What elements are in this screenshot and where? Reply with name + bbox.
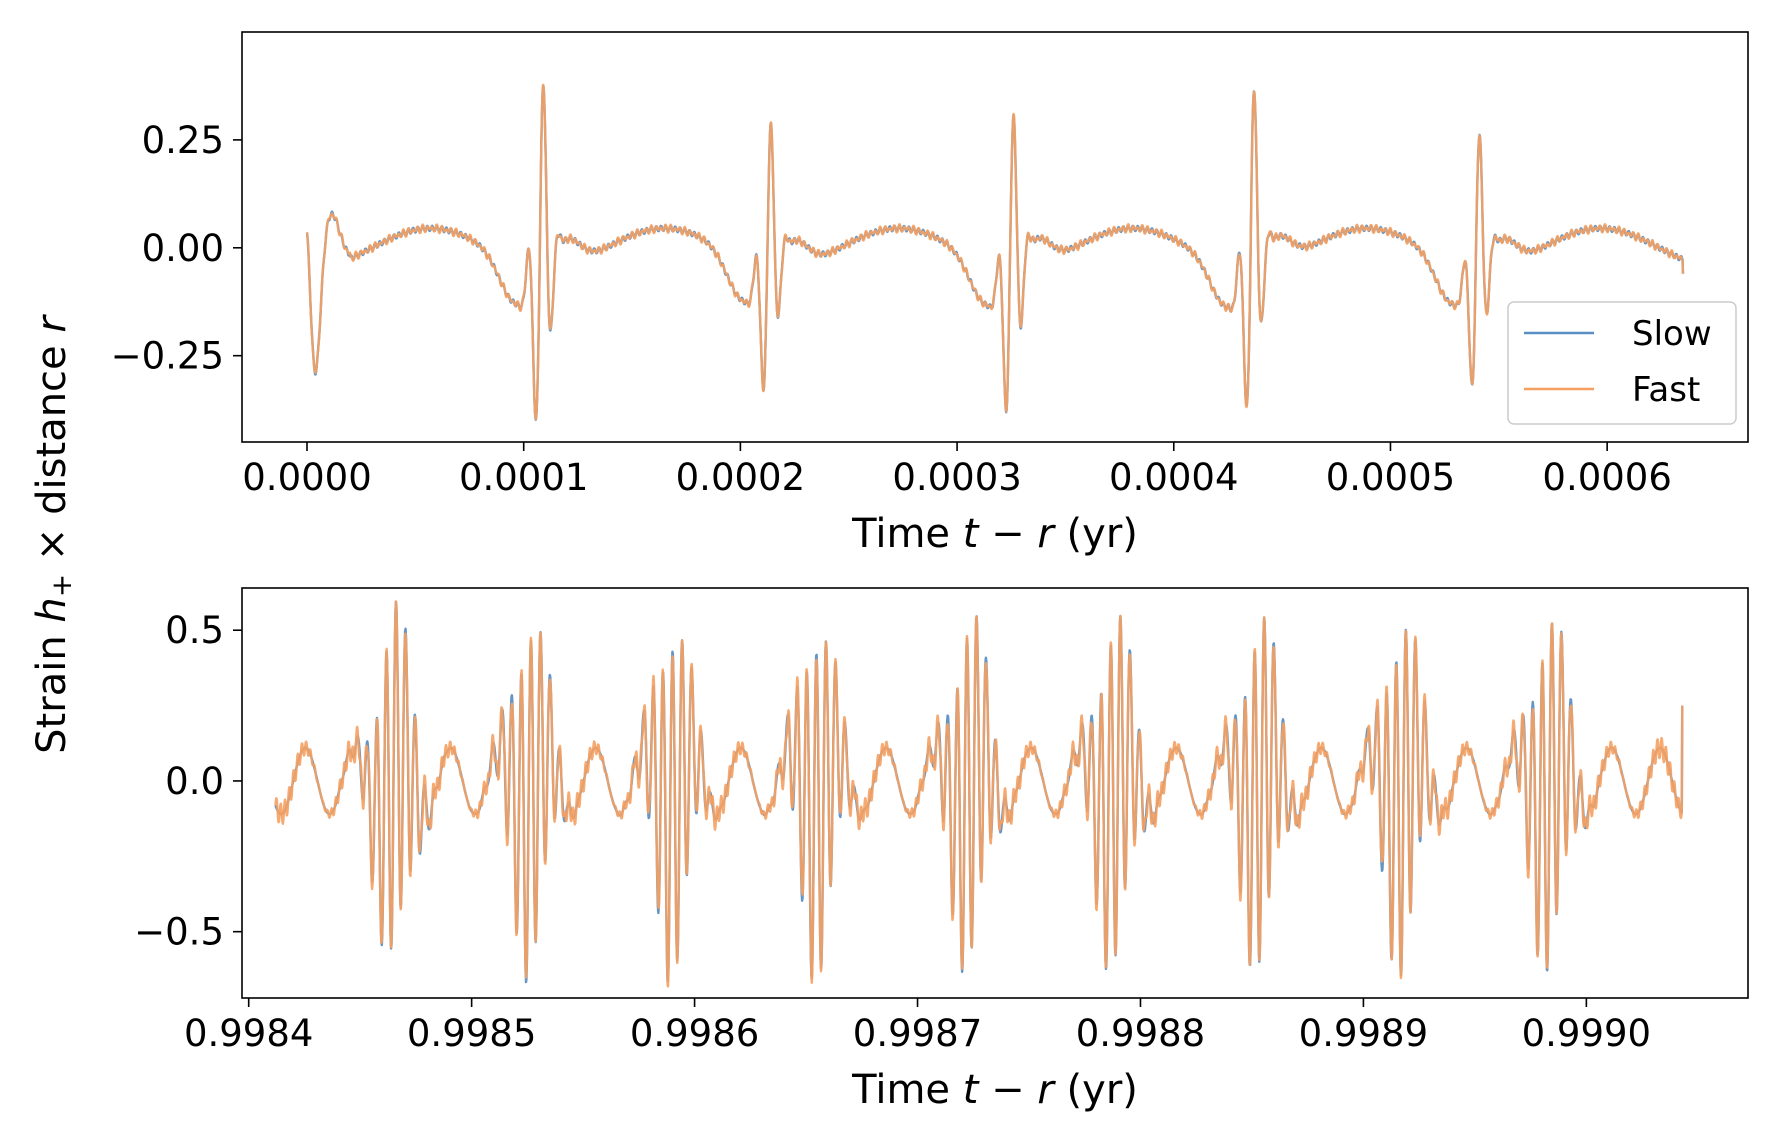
top-xtick-label: 0.0002 bbox=[676, 456, 805, 499]
top-ytick-label: 0.25 bbox=[142, 119, 224, 162]
bottom-ytick-label: −0.5 bbox=[134, 911, 224, 954]
top-ticks-group: 0.0000 0.0001 0.0002 0.0003 0.0004 0.0005 0.00… bbox=[111, 119, 1672, 499]
shared-ylabel: Strain h+ × distance r bbox=[29, 314, 78, 754]
bottom-ytick-label: 0.5 bbox=[165, 609, 224, 652]
top-xtick-label: 0.0001 bbox=[459, 456, 588, 499]
bottom-xtick-label: 0.9985 bbox=[407, 1012, 536, 1055]
bottom-ticks-group: 0.9984 0.9985 0.9986 0.9987 0.9988 0.9989 0.99… bbox=[134, 609, 1651, 1055]
bottom-panel: 0.9984 0.9985 0.9986 0.9987 0.9988 0.9989 0.99… bbox=[134, 587, 1749, 1113]
legend: Slow Fast bbox=[1507, 301, 1737, 425]
bottom-xlabel: Time t − r (yr) bbox=[851, 1067, 1138, 1113]
top-xtick-label: 0.0005 bbox=[1326, 456, 1455, 499]
bottom-xtick-label: 0.9986 bbox=[630, 1012, 759, 1055]
legend-label-slow: Slow bbox=[1632, 314, 1712, 354]
bottom-series-fast-line bbox=[274, 600, 1684, 988]
top-xtick-label: 0.0003 bbox=[892, 456, 1021, 499]
top-panel: 0.0000 0.0001 0.0002 0.0003 0.0004 0.0005 0.00… bbox=[111, 31, 1749, 557]
bottom-series-group bbox=[274, 600, 1684, 988]
bottom-xtick-label: 0.9990 bbox=[1522, 1012, 1651, 1055]
top-xtick-label: 0.0004 bbox=[1109, 456, 1238, 499]
bottom-xtick-label: 0.9988 bbox=[1076, 1012, 1205, 1055]
top-series-fast-line bbox=[305, 83, 1685, 421]
bottom-ytick-label: 0.0 bbox=[165, 760, 224, 803]
top-xtick-label: 0.0006 bbox=[1542, 456, 1671, 499]
top-ytick-label: −0.25 bbox=[111, 335, 224, 378]
top-series-group bbox=[305, 83, 1685, 421]
top-plot-frame bbox=[241, 31, 1749, 443]
legend-label-fast: Fast bbox=[1632, 370, 1700, 410]
top-xtick-label: 0.0000 bbox=[242, 456, 371, 499]
bottom-plot-frame bbox=[241, 587, 1749, 999]
top-xlabel: Time t − r (yr) bbox=[851, 511, 1138, 557]
bottom-xtick-label: 0.9987 bbox=[853, 1012, 982, 1055]
bottom-xtick-label: 0.9984 bbox=[184, 1012, 313, 1055]
top-ytick-label: 0.00 bbox=[142, 227, 224, 270]
bottom-xtick-label: 0.9989 bbox=[1299, 1012, 1428, 1055]
